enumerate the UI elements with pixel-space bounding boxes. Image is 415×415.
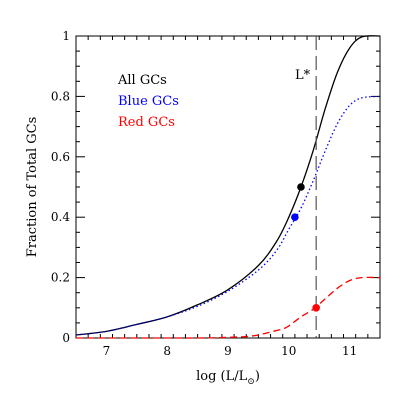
y-tick-label: 1 [62, 29, 70, 43]
marker-blue-gcs [291, 213, 299, 221]
legend-entry-blue-gcs: Blue GCs [118, 94, 179, 109]
x-tick-label: 10 [281, 344, 296, 358]
x-tick-label: 9 [224, 344, 232, 358]
legend-entry-all-gcs: All GCs [117, 73, 167, 88]
legend-entry-red-gcs: Red GCs [118, 115, 175, 130]
y-tick-label: 0.8 [51, 89, 70, 103]
legend: All GCs Blue GCs Red GCs [117, 73, 179, 130]
marker-red-gcs [312, 304, 320, 312]
x-axis-label-subscript: ⊙ [247, 377, 255, 387]
y-ticks: 0 0.2 0.4 0.6 0.8 1 [51, 29, 380, 345]
x-ticks: 7 8 9 10 11 [75, 36, 381, 358]
vertical-line-label: L* [295, 68, 311, 83]
y-axis-label: Fraction of Total GCs [25, 117, 40, 258]
y-tick-label: 0 [62, 331, 70, 345]
series-line-blue-gcs [75, 95, 381, 336]
series-line-red-gcs [75, 276, 381, 339]
y-tick-label: 0.6 [51, 150, 70, 164]
markers [291, 183, 320, 312]
y-tick-label: 0.2 [51, 271, 70, 285]
y-tick-label: 0.4 [51, 210, 70, 224]
characteristic-luminosity-line: L* [295, 36, 317, 338]
marker-all-gcs [297, 183, 305, 191]
x-tick-label: 7 [103, 344, 111, 358]
x-axis-label: log (L/L⊙) [196, 369, 260, 387]
x-axis-label-close: ) [255, 369, 260, 384]
x-tick-label: 11 [342, 344, 357, 358]
x-tick-label: 8 [163, 344, 171, 358]
series-group [75, 35, 381, 339]
